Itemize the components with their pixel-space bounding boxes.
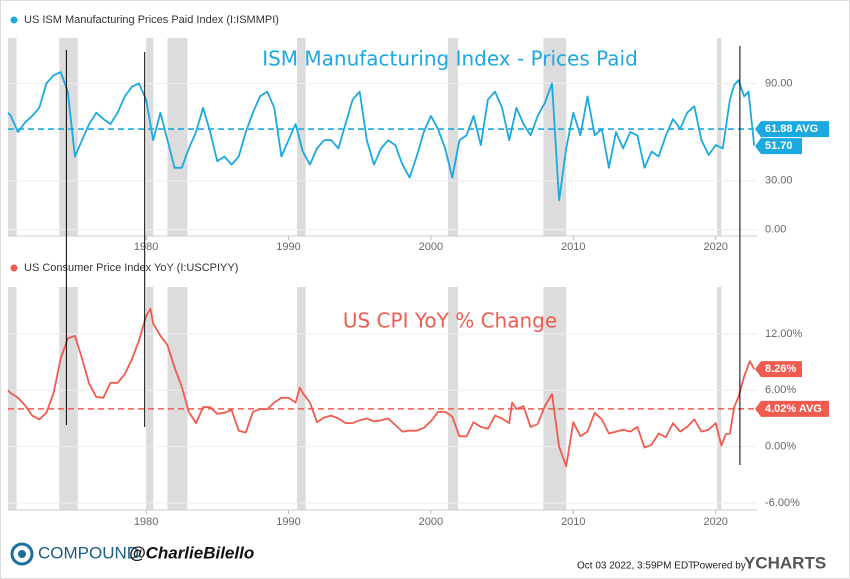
recession-band bbox=[59, 287, 78, 510]
y-tick-label: 0.00 bbox=[765, 223, 786, 235]
recession-band bbox=[8, 287, 17, 510]
legend-marker bbox=[10, 16, 18, 24]
provider: YCHARTS bbox=[744, 553, 826, 572]
average-label: 61.88 AVG bbox=[765, 123, 818, 135]
y-tick-label: 30.00 bbox=[765, 175, 793, 187]
timestamp: Oct 03 2022, 3:59PM EDT. bbox=[577, 561, 696, 572]
last-value-label-box bbox=[755, 138, 802, 155]
series-line bbox=[7, 307, 755, 468]
recession-band bbox=[448, 287, 458, 510]
legend-label: US Consumer Price Index YoY (I:USCPIYY) bbox=[24, 262, 238, 274]
recession-band bbox=[717, 38, 722, 236]
average-label-box bbox=[755, 400, 829, 417]
average-label-box bbox=[755, 121, 829, 138]
recession-band bbox=[59, 38, 78, 236]
y-tick-label: 12.00% bbox=[765, 328, 803, 340]
recession-band bbox=[146, 287, 154, 510]
x-tick-label: 2020 bbox=[703, 241, 727, 253]
legend-label: US ISM Manufacturing Prices Paid Index (… bbox=[24, 14, 279, 26]
recession-band bbox=[146, 38, 154, 236]
y-tick-label: 6.00% bbox=[765, 384, 796, 396]
x-tick-label: 2020 bbox=[703, 516, 727, 528]
x-tick-label: 1990 bbox=[276, 516, 300, 528]
x-tick-label: 2010 bbox=[561, 241, 585, 253]
series-line bbox=[7, 71, 756, 202]
recession-band bbox=[297, 38, 306, 236]
footer: COMPOUND @CharlieBilello Oct 03 2022, 3:… bbox=[10, 542, 826, 572]
powered-by: Powered by bbox=[693, 561, 746, 572]
x-tick-label: 1980 bbox=[134, 516, 158, 528]
brand: COMPOUND bbox=[38, 543, 139, 562]
recession-band bbox=[448, 38, 458, 236]
recession-band bbox=[8, 38, 17, 236]
x-tick-label: 2000 bbox=[419, 241, 443, 253]
y-tick-label: -6.00% bbox=[765, 497, 800, 509]
annotation-title: US CPI YoY % Change bbox=[343, 309, 557, 333]
x-tick-label: 1980 bbox=[134, 241, 158, 253]
average-label: 4.02% AVG bbox=[765, 403, 822, 415]
logo bbox=[10, 542, 34, 566]
logo bbox=[18, 550, 26, 558]
x-tick-label: 2000 bbox=[419, 516, 443, 528]
legend-marker bbox=[10, 264, 18, 272]
x-tick-label: 2010 bbox=[561, 516, 585, 528]
annotation-title: ISM Manufacturing Index - Prices Paid bbox=[262, 47, 638, 71]
x-tick-label: 1990 bbox=[276, 241, 300, 253]
recession-band bbox=[167, 287, 188, 510]
y-tick-label: 90.00 bbox=[765, 77, 793, 89]
recession-band bbox=[543, 287, 567, 510]
handle: @CharlieBilello bbox=[129, 543, 254, 562]
last-value-label: 8.26% bbox=[765, 363, 796, 375]
last-value-label-box bbox=[755, 361, 802, 378]
last-value-label: 51.70 bbox=[765, 140, 793, 152]
recession-band bbox=[297, 287, 306, 510]
recession-band bbox=[717, 287, 722, 510]
recession-band bbox=[167, 38, 188, 236]
y-tick-label: 0.00% bbox=[765, 441, 796, 453]
